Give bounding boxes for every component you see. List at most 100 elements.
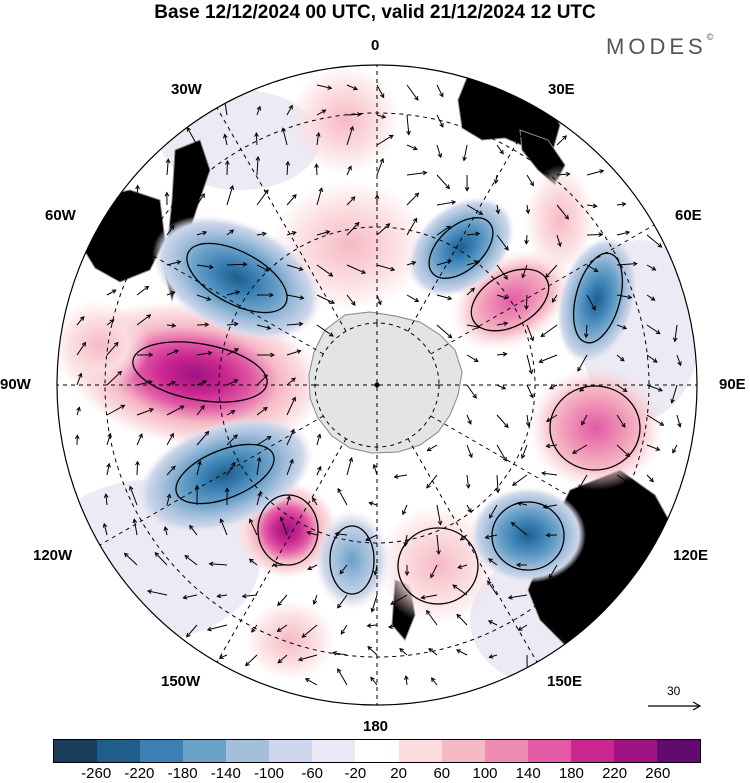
wind-vector-icon [331,650,348,656]
wind-vector-icon [194,484,200,506]
wind-vector-icon [166,432,174,446]
wind-vector-icon [136,433,143,446]
wind-vector-icon [616,534,628,551]
wind-vector-icon [248,558,258,566]
wind-vector-icon [251,624,258,633]
wind-vector-icon [206,624,228,632]
wind-vector-icon [106,254,117,266]
wind-vector-icon [436,144,443,159]
wind-vector-icon [226,461,236,476]
wind-vector-icon [277,594,288,607]
wind-vector-icon [548,384,558,390]
wind-vector-icon [556,204,569,220]
wind-vector-icon [255,155,261,176]
map-title: Base 12/12/2024 00 UTC, valid 21/12/2024… [154,2,596,23]
wind-vector-icon [428,648,438,656]
wind-vector-icon [584,504,589,520]
wind-vector-icon [676,414,682,428]
wind-vector-icon [538,354,558,364]
wind-vector-icon [586,294,596,311]
wind-vector-icon [196,380,208,386]
wind-vector-icon [256,491,262,506]
wind-vector-icon [586,564,594,579]
wind-vector-icon [106,220,112,236]
wind-vector-icon [404,564,410,577]
wind-vector-icon [466,231,481,237]
wind-vector-icon [526,110,540,116]
wind-vector-icon [540,324,558,338]
wind-vector-icon [376,294,382,306]
wind-vector-icon [123,552,138,566]
wind-vector-icon [136,379,153,386]
wind-vector-icon [616,504,631,513]
wind-vector-icon [370,676,378,686]
wind-vector-icon [316,109,327,116]
wind-vector-icon [196,460,202,476]
colorbar-label: -260 [81,765,112,782]
colorbar-label: 20 [390,765,407,782]
wind-vector-icon [496,114,512,122]
wind-vector-icon [285,160,291,176]
colorbar-swatch [312,740,356,762]
colorbar-label: -60 [301,765,324,782]
wind-vector-icon [524,234,529,245]
wind-vector-icon [256,406,268,416]
wind-vector-icon [542,504,558,509]
wind-vector-icon [196,404,205,416]
wind-vector-icon [256,456,262,476]
colorbar-swatch [140,740,184,762]
wind-vector-icon [406,170,428,176]
wind-vector-icon [373,564,379,576]
wind-vector-icon [219,518,228,536]
wind-vector-icon [456,649,468,656]
wind-vector-icon [646,474,654,483]
wind-vector-icon [196,294,212,301]
wind-vectors [74,84,682,686]
wind-vector-icon [406,260,417,266]
wind-vector-icon [646,384,664,392]
wind-vector-icon [496,294,509,300]
wind-vector-icon [316,230,331,236]
wind-vector-icon [256,324,272,330]
wind-vector-icon [496,384,507,390]
wind-vector-icon [551,294,558,303]
wind-vector-icon [135,184,140,206]
wind-vector-icon [616,230,631,236]
colorbar-label: 220 [602,765,628,782]
wind-vector-icon [346,165,352,176]
wind-vector-icon [272,562,288,568]
wind-vector-icon [164,191,170,206]
wind-vector-icon [526,144,537,150]
wind-vector-icon [136,285,150,296]
wind-vector-icon [286,349,302,356]
wind-vector-icon [466,444,473,459]
wind-vector-icon [312,594,318,605]
wind-vector-icon [135,460,140,476]
wind-vector-icon [286,458,294,476]
wind-vector-icon [436,324,453,339]
wind-vector-icon [466,384,477,399]
wind-vector-icon [376,134,394,146]
copyright-mark: © [706,32,714,42]
modes-logo: MODES© [606,32,714,60]
wind-vector-icon [226,229,235,236]
wind-vector-icon [426,609,438,626]
wind-vector-icon [196,230,208,236]
wind-vector-icon [584,594,590,605]
wind-vector-icon [314,163,319,176]
meridian-line [216,107,347,332]
wind-vector-icon [616,444,631,458]
wind-vector-icon [196,193,205,206]
wind-vector-icon [646,354,658,363]
wind-vector-icon [524,294,529,311]
wind-vector-icon [426,444,438,452]
wind-vector-icon [487,620,498,626]
wind-vector-icon [286,264,304,272]
wind-vector-icon [545,264,558,279]
colorbar-label: -20 [344,765,367,782]
wind-vector-icon [526,324,535,342]
wind-vector-icon [466,324,481,330]
colorbar-label: 60 [433,765,451,782]
wind-vector-icon [517,624,528,631]
